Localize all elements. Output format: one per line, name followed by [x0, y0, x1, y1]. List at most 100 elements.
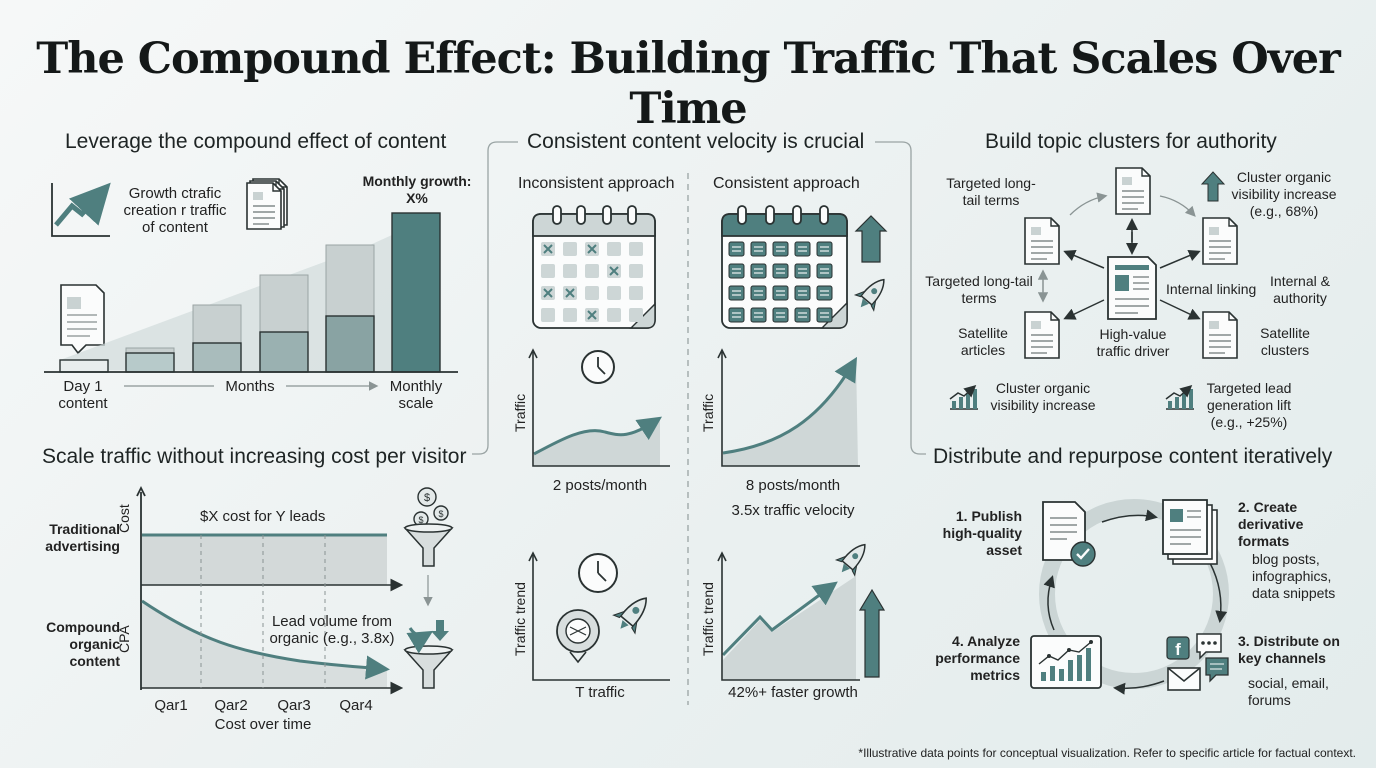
topic-cluster-diagram: [950, 167, 1238, 409]
calendar-day-cell: [772, 307, 789, 323]
visibility-top-label: Cluster organic visibility increase (e.g…: [1231, 169, 1337, 219]
calendar-day-cell: [750, 285, 767, 301]
axis-end-label: Monthly scale: [389, 378, 443, 412]
calendar-day-cell: [794, 285, 811, 301]
lead-lift-label: Targeted lead generation lift (e.g., +25…: [1206, 380, 1292, 430]
calendar-day-cell: [816, 241, 833, 257]
velocity-bracket: [472, 141, 926, 455]
svg-text:$: $: [418, 515, 423, 525]
svg-text:f: f: [1175, 640, 1181, 659]
inconsistent-traffic-chart: [528, 348, 670, 467]
cost-axis-label: Cost: [116, 504, 132, 533]
cpa-axis-label: CPA: [116, 625, 132, 653]
consistent-calendar-days: [728, 241, 833, 323]
traffic-velocity-label: 3.5x traffic velocity: [731, 502, 855, 519]
page-title: The Compound Effect: Building Traffic Th…: [36, 34, 1341, 134]
consistent-traffic-axis: Traffic: [700, 393, 716, 432]
calendar-day-cell: [772, 263, 789, 279]
step-derivative-label: 2. Create derivative formats: [1238, 499, 1304, 549]
calendar-day-cell: [585, 242, 599, 256]
footnote: *Illustrative data points for conceptual…: [858, 746, 1356, 760]
calendar-day-cell: [728, 307, 745, 323]
calendar-day-cell: [794, 241, 811, 257]
cost-heading: Scale traffic without increasing cost pe…: [42, 445, 467, 468]
calendar-day-cell: [816, 285, 833, 301]
calendar-day-cell: [728, 263, 745, 279]
growth-creation-label: Growth ctrafic creation r traffic of con…: [123, 185, 227, 236]
calendar-day-cell: [629, 286, 643, 300]
calendar-day-cell: [607, 286, 621, 300]
consistent-trend-chart: [717, 543, 886, 681]
calendar-day-cell: [794, 263, 811, 279]
calendar-day-cell: [607, 242, 621, 256]
step-publish-label: 1. Publish high-quality asset: [942, 508, 1022, 558]
calendar-day-cell: [728, 285, 745, 301]
calendar-day-cell: [816, 307, 833, 323]
calendar-day-cell: [585, 264, 599, 278]
calendar-day-cell: [750, 307, 767, 323]
calendar-day-cell: [541, 286, 555, 300]
calendar-day-cell: [563, 242, 577, 256]
calendar-day-cell: [607, 264, 621, 278]
compound-growth-chart: [44, 178, 458, 391]
clusters-heading: Build topic clusters for authority: [985, 130, 1277, 153]
axis-middle-label: Months: [225, 378, 275, 395]
quarter-label: Qar2: [214, 697, 248, 714]
cost-xlabel: Cost over time: [214, 716, 312, 733]
distribution-cycle-diagram: f: [1030, 499, 1229, 695]
cost-note: $X cost for Y leads: [200, 508, 326, 525]
calendar-day-cell: [629, 308, 643, 322]
calendar-day-cell: [794, 307, 811, 323]
calendar-day-cell: [563, 286, 577, 300]
compound-heading: Leverage the compound effect of content: [65, 130, 447, 153]
inconsistent-calendar-days: [541, 242, 643, 322]
calendar-day-cell: [563, 264, 577, 278]
inconsistent-traffic-axis: Traffic: [512, 393, 528, 432]
calendar-day-cell: [629, 242, 643, 256]
step-distribute-label: 3. Distribute on key channels: [1238, 633, 1340, 666]
monthly-growth-label: Monthly growth:: [362, 173, 472, 189]
distribute-heading: Distribute and repurpose content iterati…: [933, 445, 1333, 468]
longtail-mid-label: Targeted long-tail terms: [925, 273, 1033, 306]
consistent-posts-label: 8 posts/month: [745, 477, 841, 494]
step-analyze-label: 4. Analyze performance metrics: [935, 633, 1020, 683]
calendar-day-cell: [541, 308, 555, 322]
quarter-label: Qar4: [339, 697, 373, 714]
calendar-day-cell: [541, 242, 555, 256]
consistent-heading: Consistent approach: [713, 175, 860, 192]
inconsistent-trend-chart: [528, 551, 670, 681]
calendar-day-cell: [563, 308, 577, 322]
calendar-day-cell: [772, 285, 789, 301]
lead-volume-note: Lead volume from organic (e.g., 3.8x): [269, 613, 395, 647]
svg-text:$: $: [438, 509, 443, 519]
calendar-day-cell: [607, 308, 621, 322]
satellite-articles-label: Satellite articles: [958, 325, 1008, 358]
consistent-trend-caption: 42%+ faster growth: [728, 684, 858, 701]
consistent-trend-axis: Traffic trend: [700, 582, 716, 656]
quarter-label: Qar3: [277, 697, 311, 714]
internal-authority-label: Internal & authority: [1270, 273, 1330, 306]
calendar-day-cell: [541, 264, 555, 278]
calendar-day-cell: [816, 263, 833, 279]
cost-per-visitor-chart: $ $ $: [136, 485, 454, 695]
calendar-day-cell: [728, 241, 745, 257]
step-distribute-detail: social, email, forums: [1248, 675, 1329, 708]
traditional-advertising-label: Traditional advertising: [45, 521, 120, 554]
longtail-top-label: Targeted long-tail terms: [946, 175, 1036, 208]
calendar-day-cell: [585, 308, 599, 322]
calendar-day-cell: [585, 286, 599, 300]
calendar-day-cell: [629, 264, 643, 278]
compound-organic-label: Compound organic content: [46, 619, 120, 669]
satellite-clusters-label: Satellite clusters: [1260, 325, 1310, 358]
inconsistent-heading: Inconsistent approach: [518, 175, 675, 192]
svg-text:$: $: [424, 492, 430, 504]
velocity-heading: Consistent content velocity is crucial: [527, 130, 865, 153]
quarter-label: Qar1: [154, 697, 188, 714]
calendar-day-cell: [772, 241, 789, 257]
visibility-bottom-label: Cluster organic visibility increase: [990, 380, 1096, 413]
inconsistent-posts-label: 2 posts/month: [552, 477, 648, 494]
consistent-traffic-chart: [717, 348, 860, 467]
step-derivative-detail: blog posts, infographics, data snippets: [1252, 551, 1336, 601]
